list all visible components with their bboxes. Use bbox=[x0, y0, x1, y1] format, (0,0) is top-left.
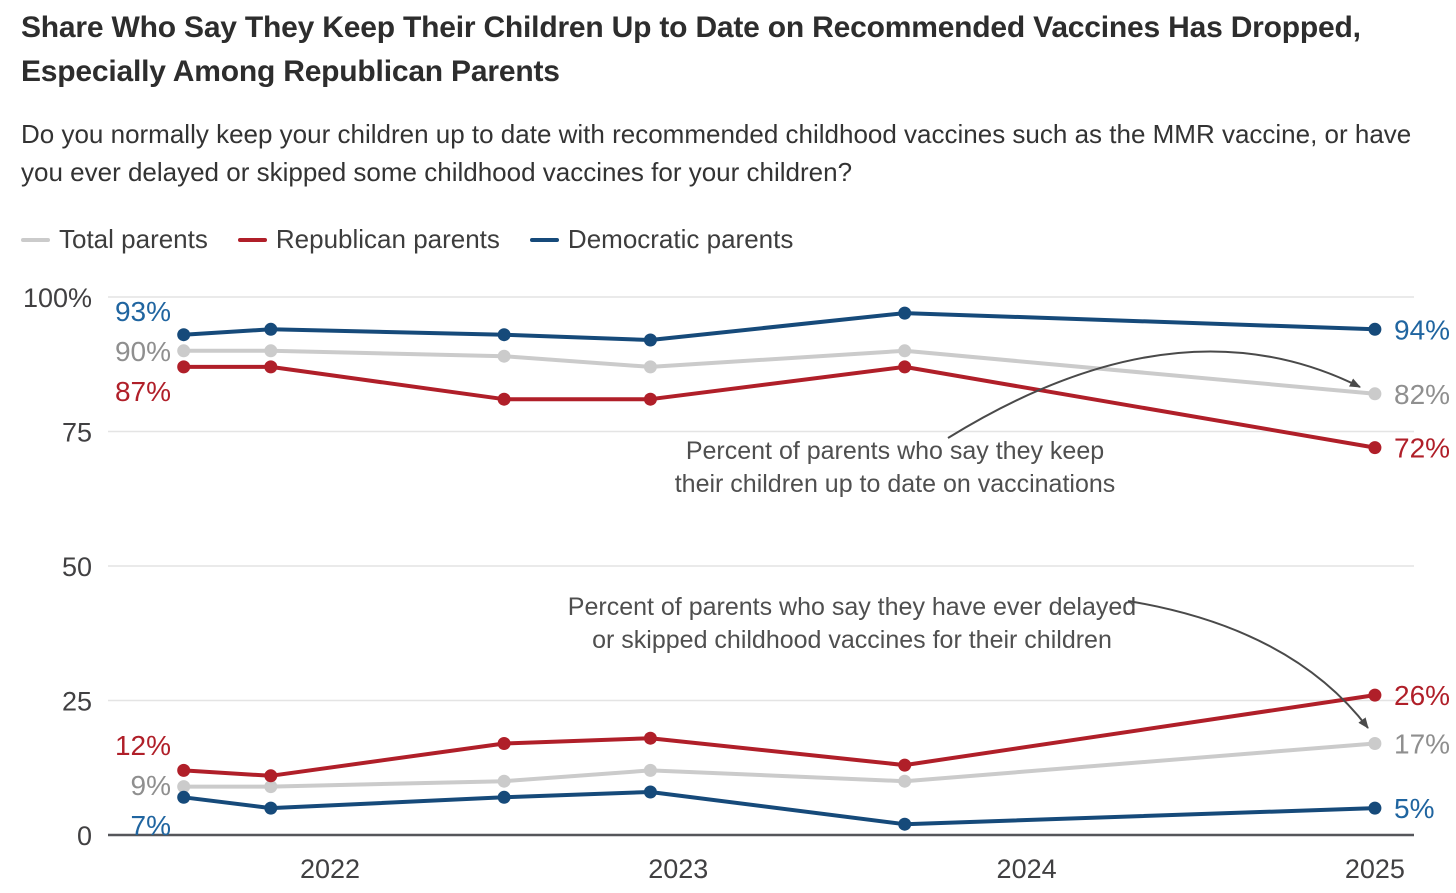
series-line bbox=[183, 693, 1376, 778]
data-point bbox=[497, 349, 511, 363]
data-point bbox=[1368, 737, 1382, 750]
data-point bbox=[898, 344, 912, 358]
data-point bbox=[1368, 387, 1382, 401]
y-axis-tick-label: 100% bbox=[23, 283, 92, 313]
data-point bbox=[177, 360, 191, 374]
data-point bbox=[643, 392, 657, 406]
data-point bbox=[264, 344, 278, 358]
legend-label: Republican parents bbox=[275, 224, 500, 254]
data-point bbox=[497, 392, 511, 406]
end-value-label: 5% bbox=[1394, 793, 1434, 824]
data-point bbox=[264, 769, 278, 783]
data-point bbox=[497, 790, 511, 804]
chart-subtitle: Do you normally keep your children up to… bbox=[21, 119, 1412, 187]
end-value-label: 82% bbox=[1394, 379, 1450, 410]
data-point bbox=[177, 328, 191, 342]
data-point bbox=[264, 780, 278, 794]
data-point bbox=[177, 790, 191, 804]
data-point bbox=[1368, 441, 1382, 455]
data-point bbox=[643, 360, 657, 374]
data-point bbox=[898, 817, 912, 831]
series-line bbox=[183, 348, 1376, 396]
legend-swatch-icon bbox=[237, 237, 267, 242]
annotation-text: or skipped childhood vaccines for their … bbox=[592, 626, 1112, 654]
series-line bbox=[183, 311, 1375, 342]
chart-title: Share Who Say They Keep Their Children U… bbox=[21, 11, 1361, 89]
x-axis-tick-label: 2022 bbox=[300, 854, 360, 884]
y-axis-tick-label: 25 bbox=[62, 687, 92, 717]
series-line bbox=[183, 741, 1376, 789]
start-value-label: 90% bbox=[115, 336, 171, 367]
start-value-label: 93% bbox=[115, 296, 171, 327]
y-axis-tick-label: 75 bbox=[62, 418, 92, 448]
legend-item-total-parents: Total parents bbox=[21, 224, 208, 255]
chart-legend: Total parents Republican parents Democra… bbox=[21, 224, 793, 255]
data-point bbox=[264, 360, 278, 374]
start-value-label: 9% bbox=[131, 770, 171, 801]
data-point bbox=[177, 344, 191, 358]
start-value-label: 7% bbox=[131, 810, 171, 841]
data-point bbox=[497, 737, 511, 750]
data-point bbox=[177, 780, 191, 794]
x-axis-tick-label: 2025 bbox=[1345, 854, 1405, 884]
data-point bbox=[898, 306, 912, 320]
start-value-label: 87% bbox=[115, 376, 171, 407]
data-point bbox=[177, 763, 191, 777]
legend-swatch-icon bbox=[21, 237, 50, 242]
x-axis-tick-label: 2024 bbox=[997, 854, 1057, 884]
end-value-label: 72% bbox=[1394, 433, 1450, 464]
annotation-arrow bbox=[1127, 600, 1369, 729]
data-point bbox=[264, 801, 278, 815]
series-line bbox=[183, 364, 1376, 450]
data-point bbox=[1368, 801, 1382, 815]
end-value-label: 94% bbox=[1394, 314, 1450, 345]
data-point bbox=[264, 322, 278, 336]
legend-swatch-icon bbox=[529, 237, 559, 242]
start-value-label: 12% bbox=[115, 730, 171, 761]
data-point bbox=[643, 763, 657, 777]
data-point bbox=[643, 731, 657, 745]
data-point bbox=[497, 328, 511, 342]
series-line bbox=[183, 790, 1375, 827]
data-point bbox=[1368, 322, 1382, 336]
legend-label: Total parents bbox=[59, 224, 208, 254]
legend-label: Democratic parents bbox=[567, 224, 794, 254]
annotation-text: their children up to date on vaccination… bbox=[675, 470, 1116, 498]
end-value-label: 17% bbox=[1394, 729, 1450, 760]
x-axis-tick-label: 2023 bbox=[648, 854, 708, 884]
line-chart: 0 25 50 75 100% 2022 2023 2024 2025 90% 82% 87% 72% 9… bbox=[23, 283, 1450, 884]
data-point bbox=[1368, 688, 1382, 702]
annotation-text: Percent of parents who say they keep bbox=[686, 437, 1104, 465]
data-point bbox=[643, 785, 657, 799]
data-point bbox=[643, 333, 657, 347]
legend-item-democratic-parents: Democratic parents bbox=[529, 224, 794, 255]
data-point bbox=[898, 774, 912, 788]
data-point bbox=[898, 360, 912, 374]
end-value-label: 26% bbox=[1394, 680, 1450, 711]
legend-item-republican-parents: Republican parents bbox=[237, 224, 500, 255]
annotation-arrow bbox=[947, 350, 1361, 439]
y-axis-tick-label: 0 bbox=[77, 821, 92, 851]
y-axis-tick-label: 50 bbox=[62, 552, 92, 582]
annotation-text: Percent of parents who say they have eve… bbox=[568, 593, 1136, 621]
data-point bbox=[898, 758, 912, 772]
data-point bbox=[497, 774, 511, 788]
